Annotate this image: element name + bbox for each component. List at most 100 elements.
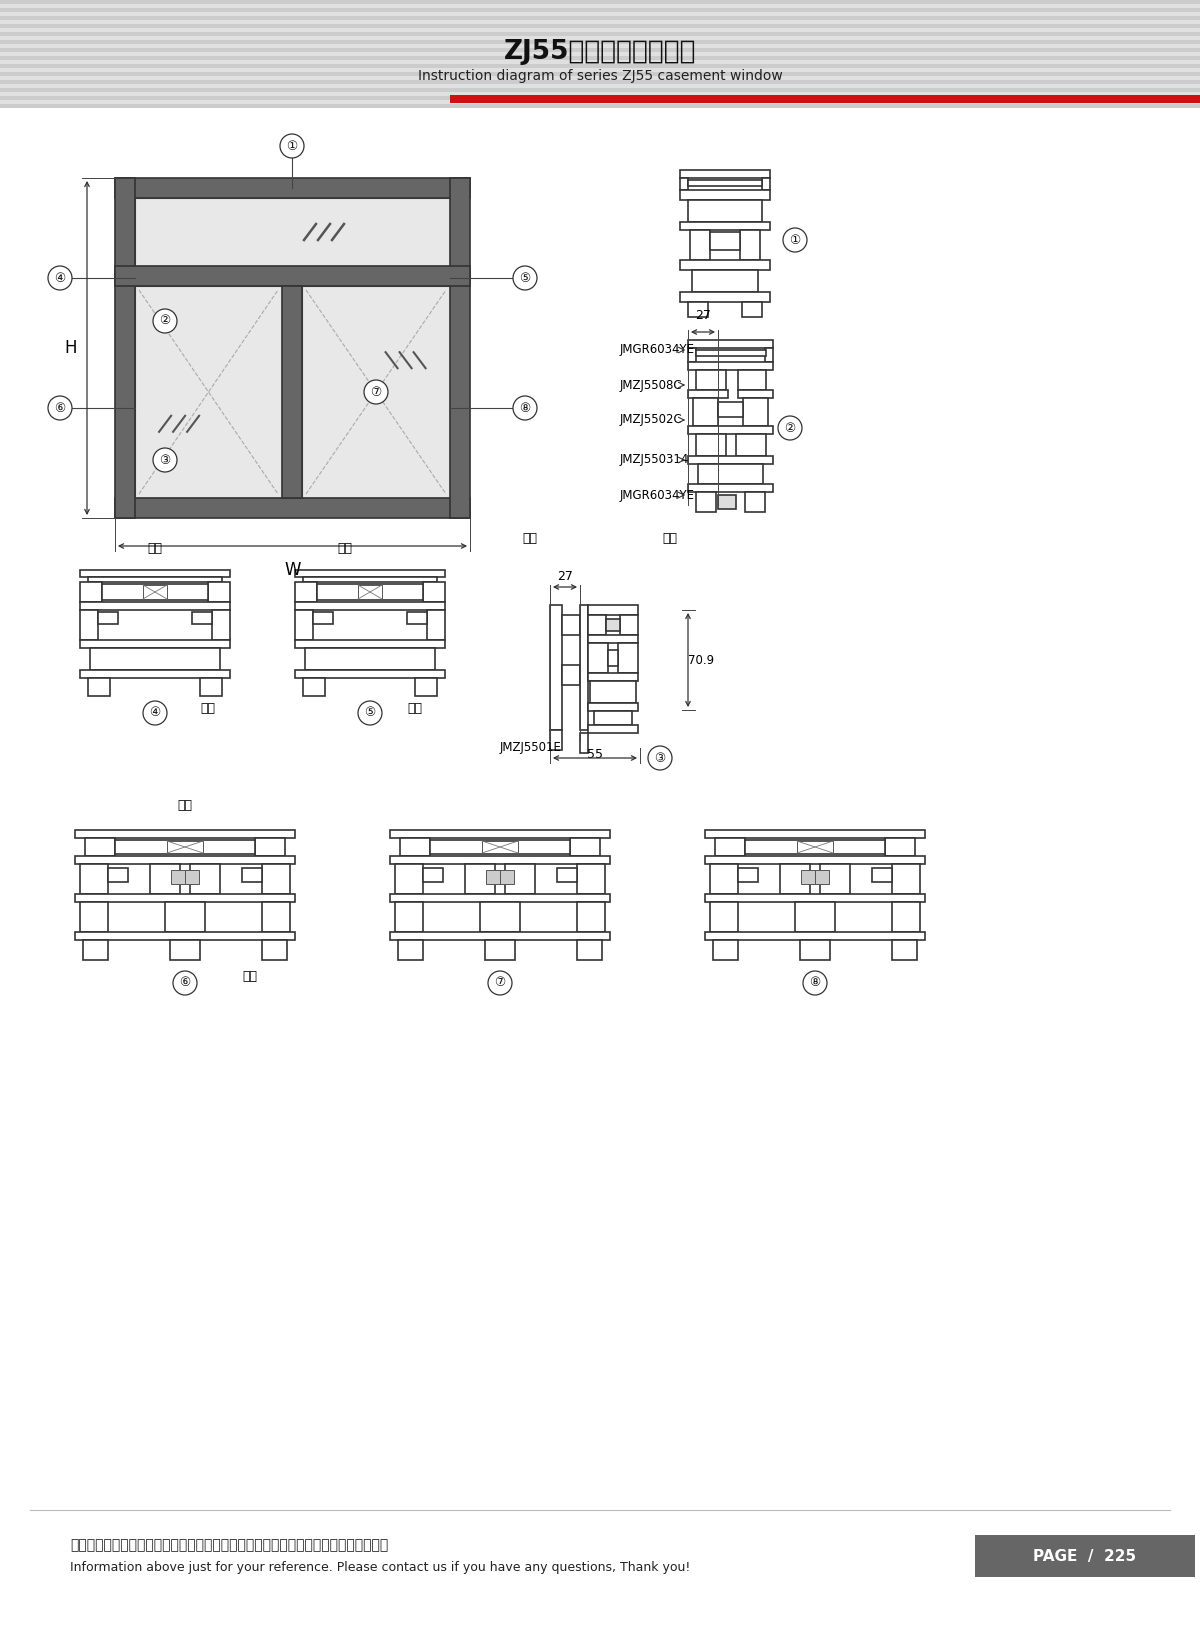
Bar — [680, 291, 770, 303]
Bar — [766, 348, 773, 361]
Bar — [313, 612, 334, 624]
Text: ⑧: ⑧ — [520, 402, 530, 415]
Circle shape — [173, 970, 197, 995]
Bar — [172, 869, 185, 884]
Text: 室外: 室外 — [242, 970, 258, 983]
Circle shape — [488, 970, 512, 995]
Bar — [80, 671, 230, 677]
Bar — [738, 868, 758, 882]
Text: JMZJ5502C: JMZJ5502C — [620, 414, 683, 427]
Bar — [398, 939, 424, 961]
Bar — [0, 20, 1200, 24]
Bar — [0, 36, 1200, 41]
Bar — [608, 650, 618, 666]
Text: ④: ④ — [54, 272, 66, 285]
Bar — [745, 492, 766, 511]
Text: 27: 27 — [557, 570, 572, 583]
Bar — [715, 838, 745, 856]
Bar — [400, 838, 430, 856]
Text: ④: ④ — [149, 707, 161, 720]
Bar — [74, 856, 295, 864]
Bar — [0, 60, 1200, 63]
Bar — [290, 565, 450, 710]
Bar — [588, 606, 638, 615]
Circle shape — [358, 702, 382, 724]
Bar — [115, 177, 134, 518]
Bar — [212, 610, 230, 640]
Bar — [590, 681, 636, 703]
Bar — [108, 868, 128, 882]
Bar — [545, 580, 720, 780]
Text: 室外: 室外 — [662, 532, 678, 545]
Bar — [0, 44, 1200, 47]
Bar — [115, 177, 470, 199]
Bar — [550, 606, 562, 729]
Bar — [0, 3, 1200, 8]
Circle shape — [143, 702, 167, 724]
Bar — [588, 643, 608, 672]
Bar — [0, 24, 1200, 28]
Bar — [688, 340, 773, 348]
Bar — [577, 902, 605, 931]
Text: JMZJ5508C: JMZJ5508C — [620, 378, 683, 391]
Bar — [738, 370, 766, 391]
Bar — [688, 303, 708, 317]
Bar — [500, 869, 514, 884]
Text: ②: ② — [785, 422, 796, 435]
Bar — [262, 939, 287, 961]
Bar — [557, 868, 577, 882]
Text: Information above just for your reference. Please contact us if you have any que: Information above just for your referenc… — [70, 1561, 690, 1574]
Text: ⑥: ⑥ — [179, 977, 191, 990]
Bar — [295, 640, 445, 648]
Bar — [680, 221, 770, 230]
Bar — [88, 677, 110, 697]
Bar — [588, 724, 638, 733]
Text: JMZJ5501E: JMZJ5501E — [500, 741, 562, 754]
Circle shape — [514, 265, 538, 290]
Bar — [740, 230, 760, 260]
Bar — [83, 939, 108, 961]
Circle shape — [48, 396, 72, 420]
Bar — [415, 677, 437, 697]
Bar — [0, 41, 1200, 44]
Bar — [192, 612, 212, 624]
Bar — [796, 902, 835, 931]
Bar — [743, 397, 768, 427]
Bar — [802, 869, 815, 884]
Text: 室内: 室内 — [522, 532, 538, 545]
Bar — [606, 619, 620, 632]
Bar — [424, 868, 443, 882]
Bar — [892, 939, 917, 961]
Text: ZJ55系列平开窗结构图: ZJ55系列平开窗结构图 — [504, 39, 696, 65]
Bar — [710, 233, 740, 251]
Bar — [466, 864, 496, 894]
Bar — [680, 177, 688, 190]
Circle shape — [280, 133, 304, 158]
Circle shape — [154, 309, 178, 334]
Bar — [480, 902, 520, 931]
Text: JMGR6034YE: JMGR6034YE — [620, 344, 695, 357]
Bar — [190, 864, 220, 894]
Text: ②: ② — [160, 314, 170, 327]
Bar — [0, 116, 1200, 120]
Bar — [692, 270, 758, 291]
Bar — [620, 615, 638, 635]
Bar — [166, 902, 205, 931]
Bar — [0, 8, 1200, 11]
Text: ⑦: ⑦ — [371, 386, 382, 399]
Bar — [0, 63, 1200, 68]
Bar — [430, 840, 570, 855]
Bar — [0, 55, 1200, 60]
Text: Instruction diagram of series ZJ55 casement window: Instruction diagram of series ZJ55 casem… — [418, 68, 782, 83]
Bar — [80, 610, 98, 640]
Bar — [710, 902, 738, 931]
Bar — [0, 85, 1200, 88]
Text: ①: ① — [287, 140, 298, 153]
Bar — [0, 11, 1200, 16]
Bar — [295, 671, 445, 677]
Bar — [872, 868, 892, 882]
Bar — [562, 664, 580, 685]
Circle shape — [778, 417, 802, 440]
Bar — [892, 864, 920, 894]
Bar — [706, 856, 925, 864]
